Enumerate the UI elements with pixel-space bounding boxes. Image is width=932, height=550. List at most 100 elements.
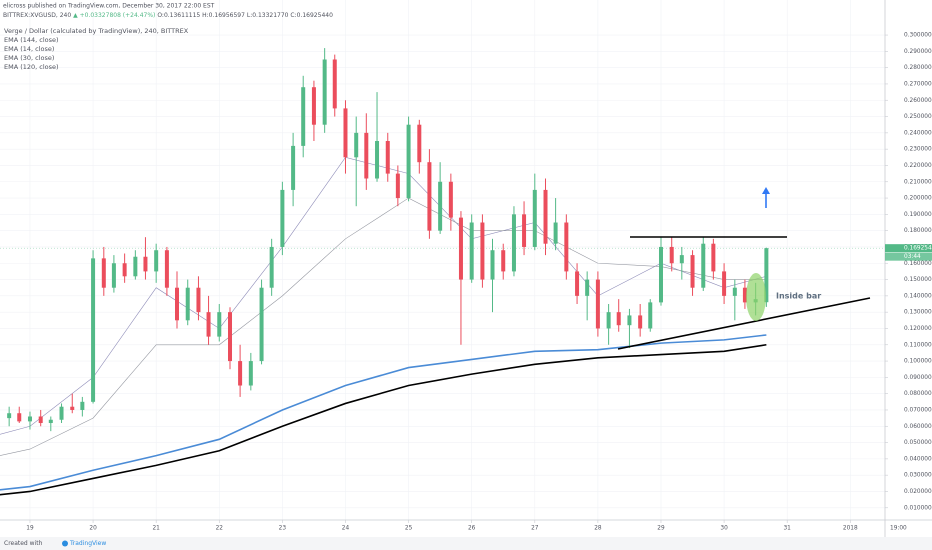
candle-body xyxy=(448,181,453,218)
candle-body xyxy=(354,132,359,158)
y-tick-label: 0.29000000 xyxy=(904,49,932,55)
candle-body xyxy=(638,315,643,329)
highlight xyxy=(746,273,766,321)
candle-body xyxy=(690,255,695,288)
candle-body xyxy=(679,255,684,264)
last-price-box xyxy=(885,244,932,253)
candle-body xyxy=(311,87,316,125)
x-tick-label: 29 xyxy=(657,526,665,532)
candle-body xyxy=(417,124,422,163)
ema-line xyxy=(0,334,767,491)
candle-body xyxy=(175,287,179,321)
y-tick-label: 0.20000000 xyxy=(904,196,932,202)
legend-entry: EMA (144, close) xyxy=(4,36,59,44)
high: H:0.16956597 xyxy=(202,12,245,19)
y-tick-label: 0.26000000 xyxy=(904,98,932,104)
candle-body xyxy=(522,214,527,247)
candle-body xyxy=(322,59,327,125)
candle-body xyxy=(238,361,243,386)
x-tick-label: 22 xyxy=(216,526,224,532)
y-tick-label: 0.12000000 xyxy=(904,326,932,332)
y-tick-label: 0.16000000 xyxy=(904,261,932,267)
candle-body xyxy=(7,413,12,419)
y-tick-label: 0.14000000 xyxy=(904,293,932,299)
candle-body xyxy=(196,287,201,313)
candle-body xyxy=(742,287,747,303)
x-tick-label: 26 xyxy=(468,526,476,532)
candle-body xyxy=(70,406,75,410)
symbol: BITTREX:XVGUSD, 240 xyxy=(3,12,71,19)
candle-body xyxy=(48,419,53,424)
y-tick-label: 0.11000000 xyxy=(904,342,932,348)
candle-body xyxy=(154,250,159,272)
candle-body xyxy=(301,87,306,146)
candle-body xyxy=(206,312,211,337)
legend-entry: EMA (120, close) xyxy=(4,63,59,71)
candle-body xyxy=(438,181,443,231)
candle-body xyxy=(701,243,706,288)
y-tick-label: 0.13000000 xyxy=(904,310,932,316)
ema-line xyxy=(0,197,767,456)
annotation: Inside bar xyxy=(776,292,821,301)
low: L:0.13321770 xyxy=(247,12,289,19)
candle-body xyxy=(395,173,400,199)
y-tick-label: 0.19000000 xyxy=(904,212,932,218)
candle-body xyxy=(248,361,253,386)
candle-body xyxy=(217,312,222,337)
candle-body xyxy=(280,189,285,247)
candle-body xyxy=(143,256,148,272)
legend-entry: EMA (14, close) xyxy=(4,45,54,53)
candle-body xyxy=(469,222,474,280)
candle-body xyxy=(553,222,558,244)
ema-line xyxy=(0,343,767,496)
x-tick-label: 20 xyxy=(89,526,97,532)
candle-body xyxy=(595,279,600,329)
candle-body xyxy=(375,141,380,179)
x-tick-label: 24 xyxy=(342,526,350,532)
candle-body xyxy=(658,246,663,303)
candle-body xyxy=(627,315,632,326)
time-label: 19:00 xyxy=(890,526,907,532)
close: C:0.16925440 xyxy=(290,12,333,19)
candle-body xyxy=(711,243,716,272)
x-tick-label: 27 xyxy=(531,526,539,532)
candle-body xyxy=(38,416,43,424)
arrow-head xyxy=(762,187,770,194)
y-tick-label: 0.06000000 xyxy=(904,424,932,430)
y-tick-label: 0.04000000 xyxy=(904,456,932,462)
footer-created: Created with xyxy=(4,540,43,547)
y-tick-label: 0.24000000 xyxy=(904,130,932,136)
candle-body xyxy=(490,250,495,280)
y-tick-label: 0.01000000 xyxy=(904,505,932,511)
candle-body xyxy=(427,162,432,231)
candle-body xyxy=(111,263,116,288)
countdown-box xyxy=(885,252,932,261)
publisher: elicross published on TradingView.com, D… xyxy=(3,3,215,10)
y-tick-label: 0.09000000 xyxy=(904,375,932,381)
y-tick-label: 0.22000000 xyxy=(904,163,932,169)
candle-body xyxy=(291,145,296,190)
footer-bar xyxy=(0,537,932,550)
candle-body xyxy=(511,214,516,272)
footer-brand: TradingView xyxy=(69,540,106,547)
candle-body xyxy=(669,246,674,264)
last-price-label: 0.16925440 xyxy=(904,246,932,252)
open: O:0.13611115 xyxy=(157,12,200,19)
candle-body xyxy=(648,302,653,329)
candle-body xyxy=(732,287,737,296)
y-tick-label: 0.07000000 xyxy=(904,407,932,413)
candle-body xyxy=(27,416,32,422)
y-tick-label: 0.05000000 xyxy=(904,440,932,446)
candle-body xyxy=(543,189,548,244)
x-tick-label: 30 xyxy=(720,526,728,532)
x-tick-label: 21 xyxy=(152,526,160,532)
candle-body xyxy=(101,258,106,288)
support-line xyxy=(617,297,871,350)
countdown-label: 03:44 xyxy=(904,254,921,260)
footer-logo xyxy=(62,540,68,547)
header-line: BITTREX:XVGUSD, 240 ▲ +0.03327808 (+24.4… xyxy=(3,12,333,19)
y-tick-label: 0.08000000 xyxy=(904,391,932,397)
candle-body xyxy=(564,222,569,272)
candle-body xyxy=(764,248,769,303)
